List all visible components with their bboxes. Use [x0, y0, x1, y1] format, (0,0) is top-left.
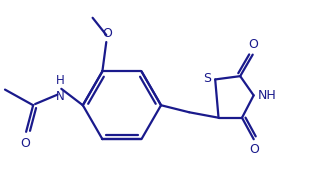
- Text: S: S: [203, 72, 211, 85]
- Text: O: O: [21, 137, 30, 150]
- Text: H: H: [56, 74, 65, 87]
- Text: NH: NH: [258, 89, 276, 102]
- Text: N: N: [56, 90, 65, 103]
- Text: O: O: [102, 27, 112, 40]
- Text: O: O: [249, 143, 259, 156]
- Text: O: O: [248, 38, 258, 51]
